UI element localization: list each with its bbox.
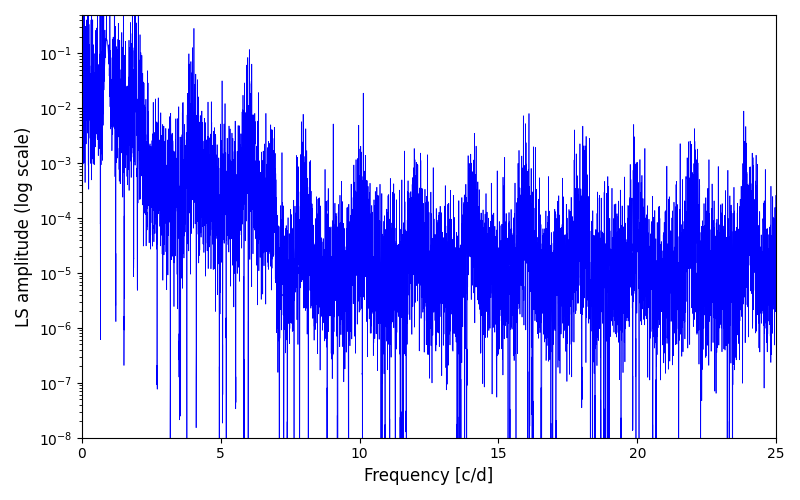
X-axis label: Frequency [c/d]: Frequency [c/d] [364,467,494,485]
Y-axis label: LS amplitude (log scale): LS amplitude (log scale) [15,126,33,326]
